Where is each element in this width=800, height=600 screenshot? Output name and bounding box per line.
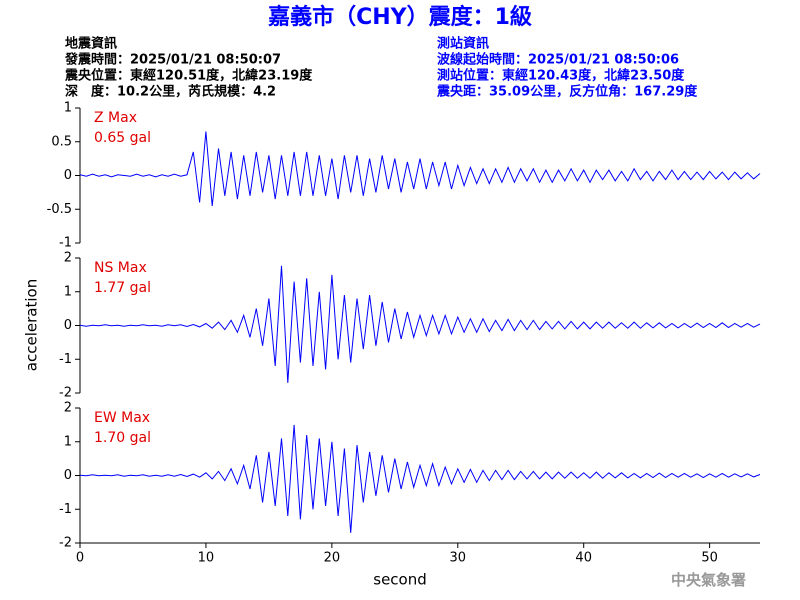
info-line: 測站資訊: [437, 36, 489, 52]
y-tick-label: 0: [64, 168, 72, 183]
y-tick-label: 1: [64, 434, 72, 449]
y-axis-label: acceleration: [23, 279, 41, 371]
x-tick-label: 30: [450, 551, 467, 566]
chart-title: 嘉義市（CHY）震度：1級: [268, 4, 532, 30]
peak-value: 1.70 gal: [94, 430, 151, 446]
x-tick-label: 50: [701, 551, 718, 566]
y-tick-label: -2: [59, 536, 72, 551]
info-line: 發震時間：2025/01/21 08:50:07: [64, 52, 281, 68]
y-tick-label: -1: [59, 502, 72, 517]
info-line: 測站位置：東經120.43度，北緯23.50度: [437, 68, 685, 84]
peak-value: 0.65 gal: [94, 130, 151, 146]
waveform: [79, 424, 761, 533]
y-tick-label: -1: [59, 352, 72, 367]
footer: 中央氣象署: [671, 571, 746, 589]
y-tick-label: 0.5: [51, 134, 72, 149]
y-tick-label: 0: [64, 318, 72, 333]
waveform: [79, 131, 761, 206]
y-tick-label: 1: [64, 284, 72, 299]
peak-value: 1.77 gal: [94, 280, 151, 296]
y-tick-label: 0: [64, 468, 72, 483]
x-tick-label: 40: [575, 551, 592, 566]
info-line: 波線起始時間：2025/01/21 08:50:06: [437, 52, 679, 68]
info-line: 深 度：10.2公里，芮氏規模：4.2: [65, 84, 276, 100]
y-tick-label: -0.5: [47, 202, 72, 217]
channel-label: NS Max: [94, 260, 147, 276]
channel-label: EW Max: [94, 410, 150, 426]
y-tick-label: -2: [59, 386, 72, 401]
info-line: 震央距：35.09公里，反方位角：167.29度: [436, 84, 698, 100]
y-tick-label: -1: [59, 236, 72, 251]
y-tick-label: 2: [64, 401, 72, 416]
x-tick-label: 10: [198, 551, 215, 566]
x-axis-label: second: [373, 571, 427, 589]
waveform: [79, 265, 761, 383]
y-tick-label: 1: [64, 101, 72, 116]
x-tick-label: 20: [324, 551, 341, 566]
info-line: 地震資訊: [65, 36, 117, 52]
channel-label: Z Max: [94, 110, 137, 126]
info-line: 震央位置：東經120.51度，北緯23.19度: [64, 68, 313, 84]
y-tick-label: 2: [64, 251, 72, 266]
x-tick-label: 0: [76, 551, 84, 566]
